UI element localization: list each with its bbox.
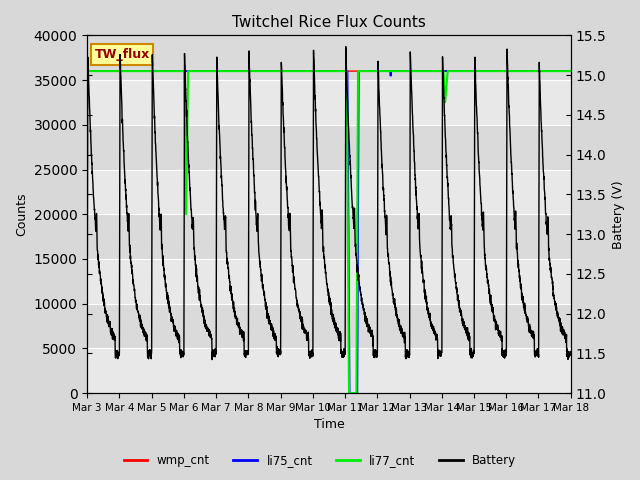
Bar [87,36,571,80]
Y-axis label: Counts: Counts [15,192,28,236]
Y-axis label: Battery (V): Battery (V) [612,180,625,249]
Bar [87,169,571,214]
Text: TW_flux: TW_flux [95,48,150,61]
Bar [87,80,571,125]
Bar [87,259,571,304]
Legend: wmp_cnt, li75_cnt, li77_cnt, Battery: wmp_cnt, li75_cnt, li77_cnt, Battery [119,449,521,472]
Bar [87,214,571,259]
X-axis label: Time: Time [314,419,344,432]
Bar [87,304,571,348]
Bar [87,348,571,393]
Title: Twitchel Rice Flux Counts: Twitchel Rice Flux Counts [232,15,426,30]
Bar [87,125,571,169]
